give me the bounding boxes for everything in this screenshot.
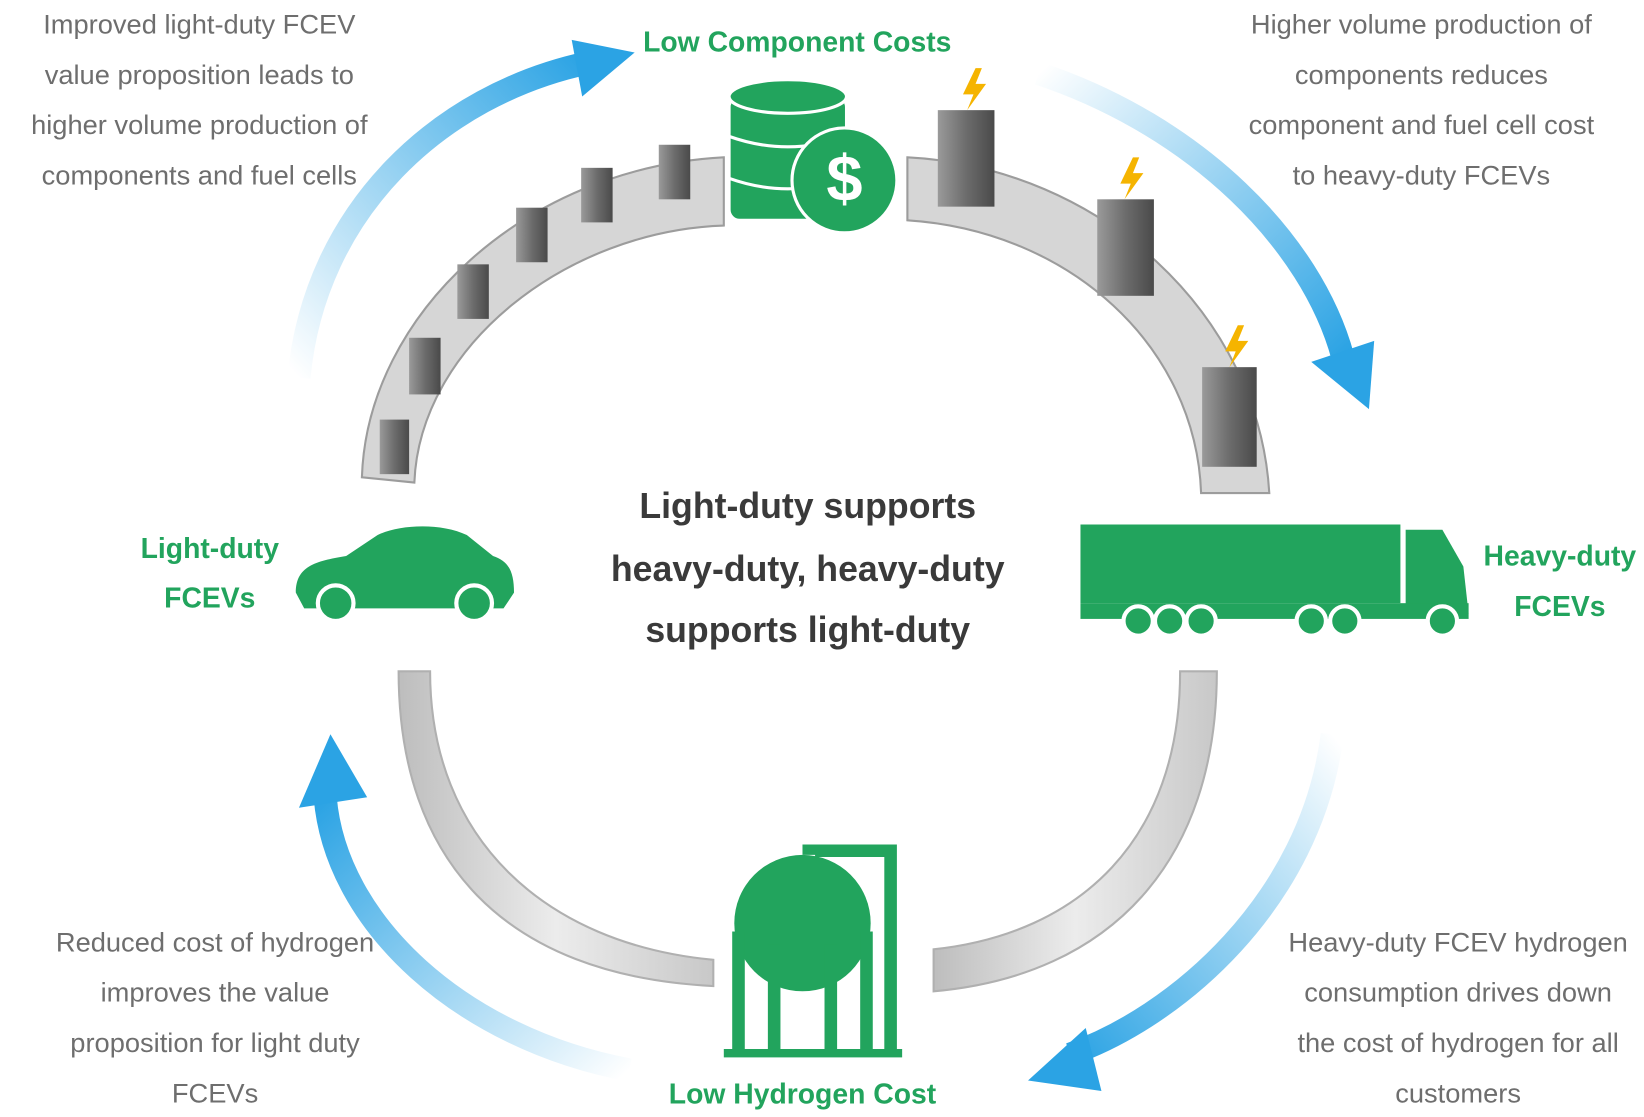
note-line: Higher volume production of: [1251, 8, 1592, 39]
label-left: FCEVs: [164, 583, 255, 615]
cost-icon: $: [729, 80, 897, 233]
note-line: higher volume production of: [31, 109, 368, 140]
center-text: supports light-duty: [645, 610, 970, 650]
label-top: Low Component Costs: [643, 27, 951, 59]
note-line: FCEVs: [172, 1077, 258, 1108]
car-icon: [296, 526, 514, 621]
note-line: the cost of hydrogen for all: [1297, 1027, 1618, 1058]
diagram: $ Low Component Costs Low Hydrogen Cost …: [0, 0, 1644, 1117]
note-line: customers: [1395, 1077, 1521, 1108]
note-line: improves the value: [101, 977, 330, 1008]
note-line: Reduced cost of hydrogen: [56, 926, 374, 957]
note-line: consumption drives down: [1304, 977, 1612, 1008]
pipe-right: [934, 671, 1217, 991]
note-line: component and fuel cell cost: [1249, 109, 1595, 140]
center-text: Light-duty supports: [639, 486, 976, 526]
note-line: components reduces: [1295, 59, 1548, 90]
center-text: heavy-duty, heavy-duty: [611, 549, 1005, 589]
truck-icon: [1080, 525, 1468, 636]
page: $ Low Component Costs Low Hydrogen Cost …: [0, 0, 1644, 1117]
note-line: Improved light-duty FCEV: [43, 8, 356, 39]
label-right: Heavy-duty: [1484, 541, 1637, 573]
conveyor-left: [362, 157, 724, 482]
note-line: value proposition leads to: [45, 59, 354, 90]
note-line: to heavy-duty FCEVs: [1293, 159, 1551, 190]
note-line: components and fuel cells: [42, 159, 357, 190]
label-right: FCEVs: [1514, 591, 1605, 623]
note-line: proposition for light duty: [70, 1027, 360, 1058]
svg-text:$: $: [826, 142, 862, 215]
canvas: $ Low Component Costs Low Hydrogen Cost …: [31, 8, 1636, 1110]
label-left: Light-duty: [141, 533, 280, 565]
note-line: Heavy-duty FCEV hydrogen: [1288, 926, 1627, 957]
tank-icon: [724, 844, 902, 1057]
pipe-left: [399, 671, 714, 986]
label-bottom: Low Hydrogen Cost: [669, 1079, 937, 1111]
